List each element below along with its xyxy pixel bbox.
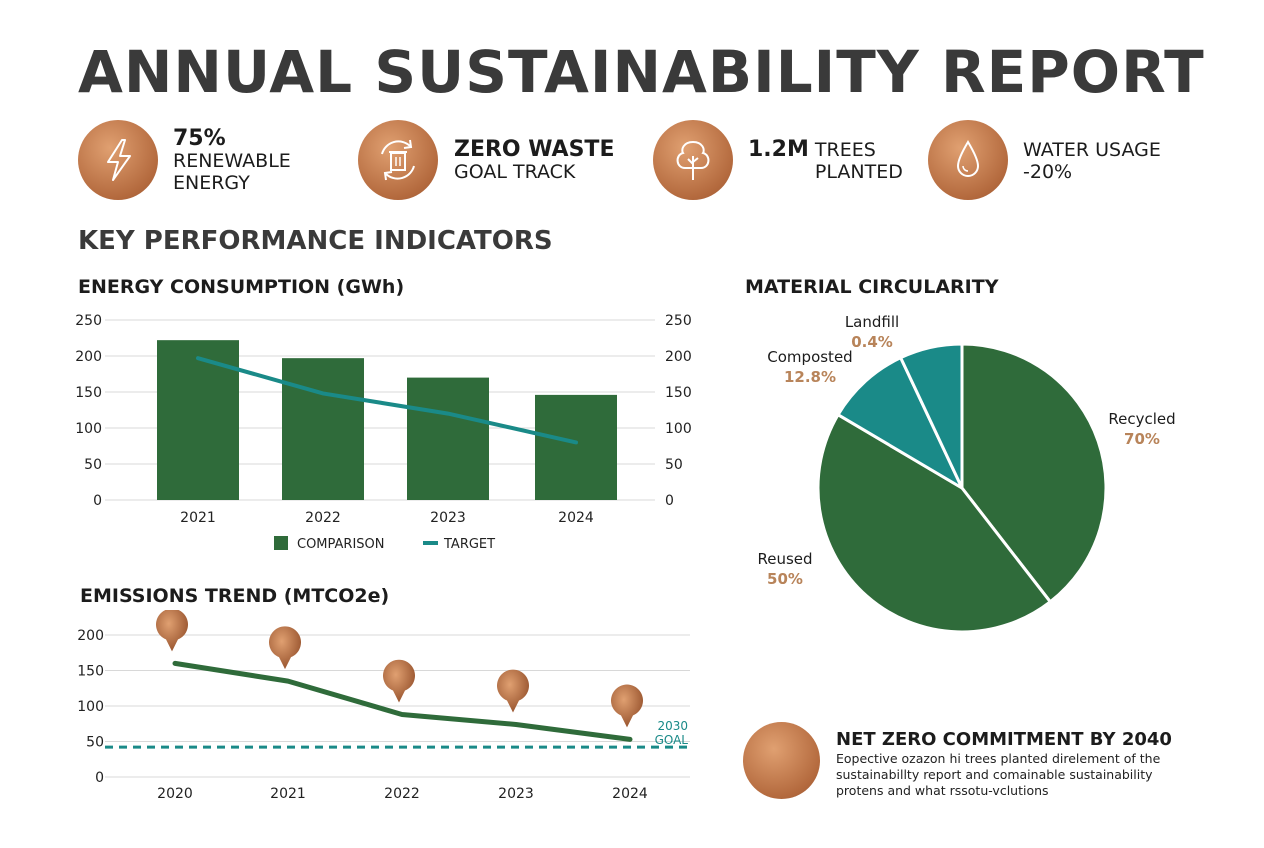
- pie-label-recycled: Recycled: [1108, 410, 1175, 428]
- map-pin-marker-icon: [497, 669, 529, 713]
- pie-value-recycled: 70%: [1124, 430, 1160, 448]
- stat-trees-planted: 1.2M TREES PLANTED: [748, 137, 935, 184]
- x-tick-label: 2021: [180, 510, 216, 526]
- stat-value: 75%: [173, 126, 226, 151]
- x-tick-label: 2024: [558, 510, 594, 526]
- bar-2024: [535, 394, 617, 500]
- y-tick-label: 0: [95, 770, 104, 786]
- tree-icon: [653, 120, 733, 200]
- report-title: ANNUAL SUSTAINABILITY REPORT: [78, 38, 1205, 106]
- legend-label-comparison: COMPARISON: [297, 537, 385, 552]
- x-tick-label: 2021: [270, 786, 306, 802]
- legend-swatch-comparison: [274, 536, 288, 550]
- pie-slice-composted: [835, 355, 966, 492]
- y2-tick-label: 250: [665, 313, 692, 329]
- lightning-bolt-icon: [78, 120, 158, 200]
- net-zero-body: Eopective ozazon hi trees planted direle…: [836, 751, 1161, 798]
- recycle-bin-icon: [358, 120, 438, 200]
- kpi-heading: KEY PERFORMANCE INDICATORS: [78, 226, 553, 256]
- map-pin-marker-icon: [383, 659, 415, 703]
- target-line: [196, 356, 578, 445]
- y-tick-label: 150: [77, 664, 104, 680]
- stat-label: RENEWABLE ENERGY: [173, 150, 291, 194]
- pie-value-composted: 12.8%: [784, 368, 836, 386]
- net-zero-title: NET ZERO COMMITMENT BY 2040: [836, 729, 1172, 750]
- map-pin-marker-icon: [610, 684, 643, 728]
- x-tick-label: 2022: [384, 786, 420, 802]
- map-pin-marker-icon: [269, 626, 301, 670]
- y-tick-label: 50: [84, 457, 102, 473]
- legend-swatch-target: [423, 541, 438, 545]
- energy-consumption-chart: 0 0 50 50 100 100 150 150 200 200 250 250 2021 2022 20…: [75, 313, 692, 552]
- y2-tick-label: 0: [665, 493, 674, 509]
- y2-tick-label: 100: [665, 421, 692, 437]
- stat-value: 1.2M: [748, 137, 809, 162]
- goal-label-year: 2030: [657, 719, 688, 733]
- y-tick-label: 50: [86, 735, 104, 751]
- y2-tick-label: 150: [665, 385, 692, 401]
- copper-medallion-icon: [743, 722, 820, 799]
- legend-label-target: TARGET: [443, 537, 495, 552]
- pie-slice-landfill: [898, 342, 964, 489]
- stat-label: TREES PLANTED: [814, 139, 903, 183]
- y2-tick-label: 50: [665, 457, 683, 473]
- pie-chart-title: MATERIAL CIRCULARITY: [745, 276, 999, 298]
- pie-label-composted: Composted: [767, 348, 852, 366]
- y-tick-label: 100: [77, 699, 104, 715]
- y2-tick-label: 200: [665, 349, 692, 365]
- material-circularity-pie: Recycled 70% Reused 50% Composted 12.8% Landfi…: [757, 313, 1176, 634]
- y-tick-label: 200: [77, 628, 104, 644]
- y-tick-label: 200: [75, 349, 102, 365]
- stat-zero-waste: ZERO WASTE GOAL TRACK: [454, 137, 615, 184]
- bar-2022: [282, 358, 364, 500]
- goal-label-text: GOAL: [655, 733, 689, 747]
- y-tick-label: 0: [93, 493, 102, 509]
- map-pin-marker-icon: [156, 610, 188, 652]
- pie-value-landfill: 0.4%: [851, 333, 893, 351]
- pie-value-reused: 50%: [767, 570, 803, 588]
- water-drop-icon: [928, 120, 1008, 200]
- x-tick-label: 2024: [612, 786, 648, 802]
- y-tick-label: 100: [75, 421, 102, 437]
- pie-slice-reused: [816, 412, 1053, 634]
- y-tick-label: 250: [75, 313, 102, 329]
- energy-chart-title: ENERGY CONSUMPTION (GWh): [78, 276, 405, 298]
- emissions-line: [172, 660, 633, 742]
- pie-label-landfill: Landfill: [845, 313, 899, 331]
- stat-label: GOAL TRACK: [454, 161, 576, 183]
- x-tick-label: 2023: [430, 510, 466, 526]
- y-tick-label: 150: [75, 385, 102, 401]
- x-tick-label: 2020: [157, 786, 193, 802]
- x-tick-label: 2022: [305, 510, 341, 526]
- bar-2021: [157, 340, 239, 500]
- stat-water-usage: WATER USAGE -20%: [1023, 139, 1161, 183]
- x-tick-label: 2023: [498, 786, 534, 802]
- bar-2023: [407, 377, 489, 500]
- stat-value: ZERO WASTE: [454, 137, 615, 162]
- pie-label-reused: Reused: [757, 550, 812, 568]
- pie-slice-recycled: [960, 342, 1108, 604]
- emissions-chart-title: EMISSIONS TREND (MTCO2e): [80, 585, 390, 607]
- stat-renewable-energy: 75% RENEWABLE ENERGY: [173, 126, 323, 195]
